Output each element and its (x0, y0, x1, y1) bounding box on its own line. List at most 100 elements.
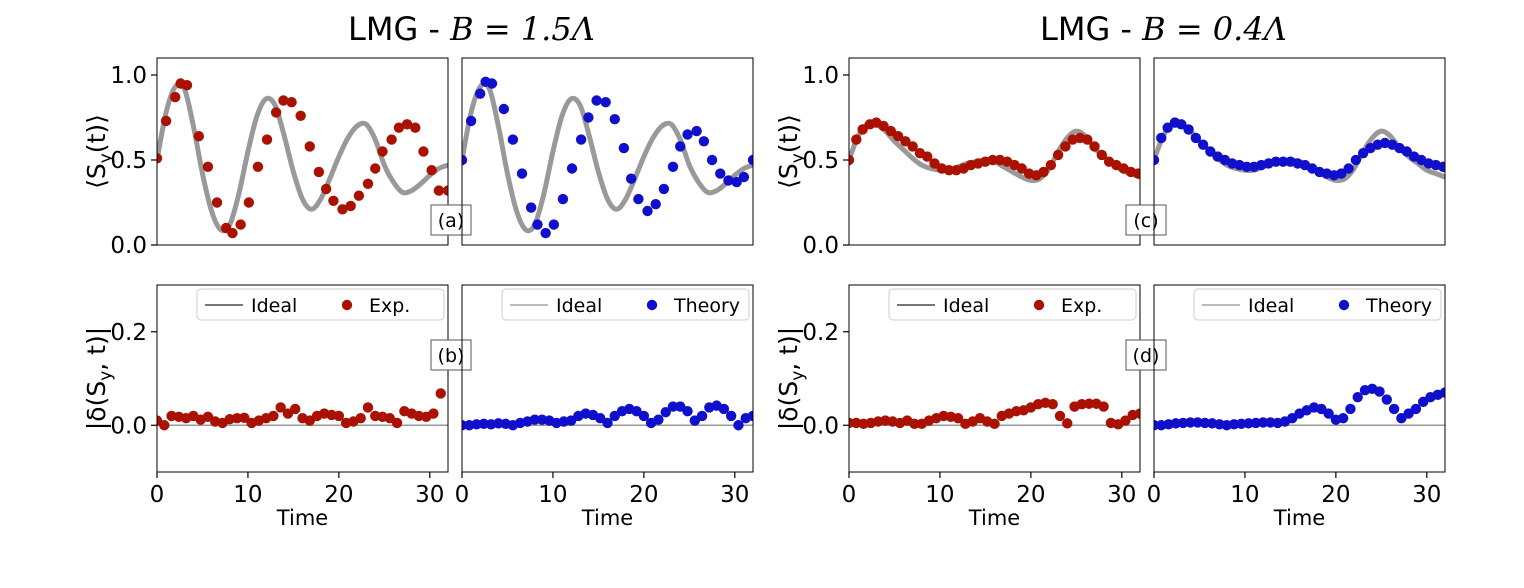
x-tick-label: 20 (1321, 482, 1350, 508)
legend-exp-label: Exp. (369, 295, 410, 317)
y-axis-label: |δ(Sy, t)| (774, 327, 808, 430)
panel-label: (b) (438, 345, 465, 367)
exp-point (290, 403, 301, 415)
panel-c-theory (1153, 57, 1446, 246)
theory-point (1410, 403, 1422, 415)
exp-point (1016, 163, 1027, 174)
legend-ideal-label: Ideal (1248, 295, 1294, 317)
theory-point (566, 163, 578, 174)
y-axis-label-main: |δ(S (82, 381, 111, 430)
theory-point (1374, 386, 1385, 397)
exp-point (328, 195, 339, 206)
theory-point (1176, 119, 1187, 130)
theory-point (1439, 387, 1445, 398)
exp-point (1054, 410, 1066, 422)
legend-exp-swatch (1033, 299, 1045, 311)
x-tick-label: 10 (925, 482, 954, 508)
exp-point (278, 95, 289, 106)
exp-point (426, 165, 437, 176)
theory-point (1190, 132, 1202, 144)
y-tick-label: 0.0 (802, 233, 839, 259)
exp-point (160, 115, 172, 127)
x-tick-label: 20 (1016, 482, 1045, 508)
panel-label-box (430, 204, 472, 236)
y-tick-label: 1.0 (802, 63, 839, 89)
x-tick-label: 10 (1230, 482, 1259, 508)
theory-point (723, 175, 734, 186)
theory-point (747, 154, 753, 166)
exp-point (428, 408, 439, 419)
y-tick-label: 0.5 (802, 148, 839, 174)
exp-point (1096, 149, 1108, 161)
exp-point (435, 388, 446, 399)
theory-point (529, 414, 540, 425)
theory-point (715, 168, 726, 179)
y-axis-label-sub: y (788, 371, 808, 381)
theory-point (633, 193, 644, 205)
theory-point (532, 219, 543, 230)
exp-point (275, 402, 286, 413)
theory-point (462, 154, 468, 166)
exp-point (878, 120, 889, 132)
theory-point (1343, 163, 1354, 174)
theory-point (540, 227, 551, 239)
theory-point (691, 125, 702, 137)
plot-area (849, 397, 1140, 430)
theory-point (738, 171, 750, 183)
theory-point (650, 199, 661, 210)
y-axis-label-rest: , t)| (82, 327, 111, 371)
exp-point (286, 97, 297, 108)
theory-point (474, 88, 486, 99)
panel-label-box (1125, 204, 1167, 236)
theory-point (516, 168, 528, 179)
exp-point (157, 153, 163, 164)
legend-box (888, 288, 1137, 321)
theory-point (1257, 417, 1269, 428)
exp-point (362, 178, 374, 189)
exp-point (1089, 141, 1100, 152)
ideal-curve (462, 81, 753, 234)
exp-point (1062, 418, 1073, 429)
theory-point (1277, 156, 1289, 167)
exp-point (355, 413, 366, 424)
y-tick-label: 0.2 (802, 320, 839, 346)
panel-label: (c) (1133, 210, 1158, 232)
theory-point (557, 193, 569, 205)
exp-point (1060, 141, 1071, 152)
theory-point (1401, 146, 1413, 157)
panel-b-theory: 0 10 20 30 Time Ideal Theory (455, 284, 754, 530)
theory-point (600, 97, 611, 108)
panel-d-theory: 0 10 20 30 Time Ideal Theory (1147, 284, 1446, 530)
x-axis-label: Time (581, 506, 633, 530)
x-axis-label: Time (1273, 506, 1325, 530)
exp-point (989, 418, 1000, 430)
exp-point (857, 124, 868, 135)
plot-frame (156, 284, 449, 473)
y-axis-label-rest: (t)⟩ (774, 114, 803, 153)
x-tick-label: 0 (150, 482, 165, 508)
legend-theory-swatch (646, 299, 658, 311)
group-title-left-math: B = 1.5Λ (450, 10, 595, 48)
exp-point (393, 122, 405, 133)
plot-area (1154, 117, 1445, 184)
plot-area (849, 117, 1140, 184)
y-axis-label-sub: y (96, 371, 116, 381)
exp-point (239, 412, 250, 423)
group-title-right-math: B = 0.4Λ (1142, 10, 1287, 48)
group-title-right: LMG - B = 0.4Λ (1040, 10, 1287, 48)
exp-point (193, 131, 205, 142)
theory-point (1156, 132, 1167, 144)
exp-point (1047, 399, 1058, 410)
theory-point (1381, 394, 1393, 405)
theory-point (667, 161, 679, 172)
panel-a-theory (461, 57, 754, 246)
theory-point (1270, 156, 1282, 167)
exp-point (1083, 398, 1095, 409)
exp-point (1132, 168, 1140, 179)
panel-d-exp: 0.0 0.2 0 10 20 30 Time |δ(Sy, t)| (d) Ideal Exp. (774, 284, 1167, 530)
theory-point (548, 219, 560, 230)
legend-ideal-label: Ideal (943, 295, 989, 317)
y-tick-label: 0.0 (110, 413, 147, 439)
theory-point (1185, 417, 1196, 428)
theory-point (638, 410, 650, 422)
